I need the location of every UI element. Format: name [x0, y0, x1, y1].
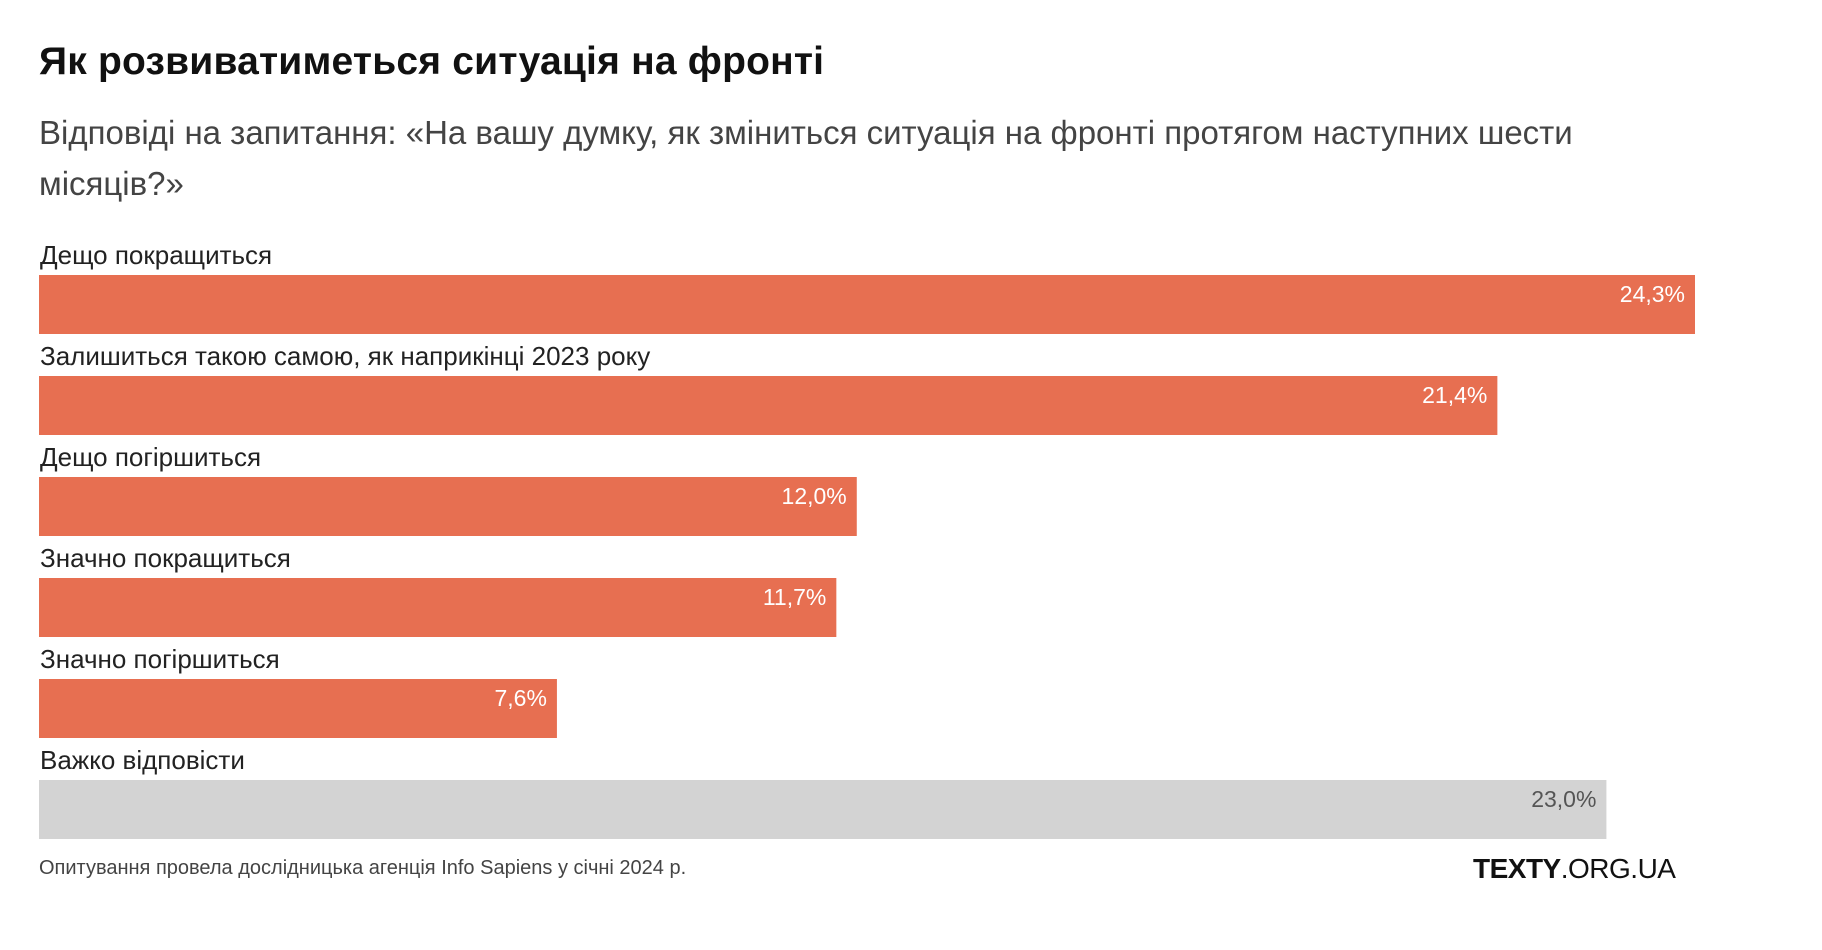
- texty-logo[interactable]: TEXTY.ORG.UA: [1473, 853, 1676, 885]
- bar-label: Значно покращиться: [40, 543, 291, 573]
- bar: [39, 275, 1695, 334]
- bar-label: Залишиться такою самою, як наприкінці 20…: [40, 341, 650, 371]
- chart-subtitle: Відповіді на запитання: «На вашу думку, …: [39, 114, 1573, 202]
- bar-value-label: 12,0%: [782, 483, 847, 509]
- bar-label: Важко відповісти: [40, 745, 245, 775]
- bar-value-label: 23,0%: [1531, 786, 1596, 812]
- bar: [39, 679, 557, 738]
- bar: [39, 578, 837, 637]
- bar-value-label: 7,6%: [494, 685, 546, 711]
- bar-value-label: 11,7%: [763, 584, 827, 610]
- bar-label: Дещо покращиться: [40, 240, 272, 270]
- bar-label: Дещо погіршиться: [40, 442, 261, 472]
- bar: [39, 780, 1607, 839]
- source-note: Опитування провела дослідницька агенція …: [39, 857, 687, 879]
- bar-label: Значно погіршиться: [40, 644, 280, 674]
- bar-value-label: 24,3%: [1620, 281, 1685, 307]
- chart-title: Як розвиватиметься ситуація на фронті: [39, 40, 825, 83]
- logo-domain-text: .ORG.UA: [1560, 853, 1676, 884]
- bar: [39, 376, 1498, 435]
- logo-bold-text: TEXTY: [1473, 853, 1561, 884]
- bar-value-label: 21,4%: [1422, 382, 1487, 408]
- bar: [39, 477, 857, 536]
